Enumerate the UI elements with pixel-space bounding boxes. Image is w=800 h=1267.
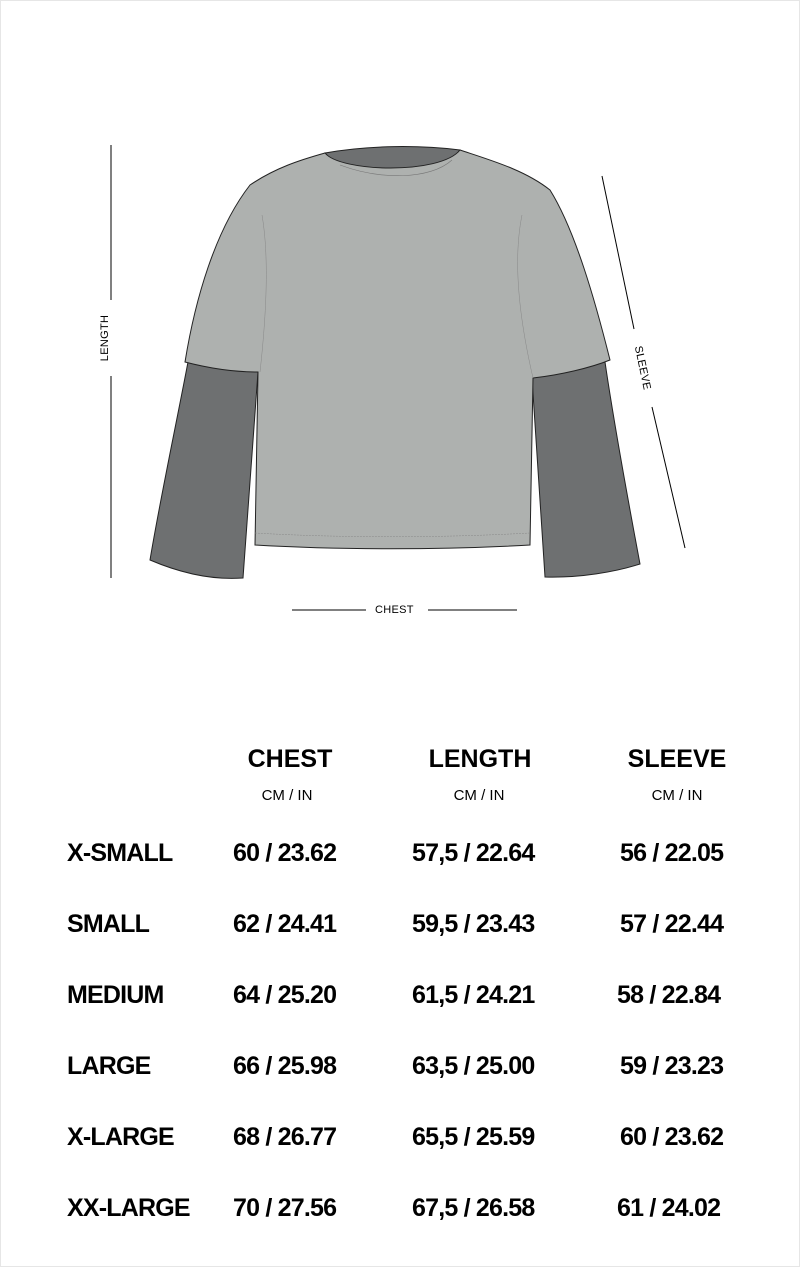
table-row: X-LARGE 68 / 26.77 65,5 / 25.59 60 / 23.… — [0, 1123, 800, 1153]
length-value: 59,5 / 23.43 — [412, 910, 535, 938]
chest-value: 68 / 26.77 — [233, 1123, 337, 1151]
sleeve-value: 56 / 22.05 — [620, 839, 724, 867]
size-label: X-SMALL — [67, 839, 173, 867]
chest-value: 60 / 23.62 — [233, 839, 337, 867]
right-long-sleeve — [531, 361, 641, 578]
unit-chest: CM / IN — [261, 787, 313, 804]
left-long-sleeve — [149, 361, 259, 579]
length-value: 57,5 / 22.64 — [412, 839, 535, 867]
sleeve-line-top — [601, 175, 635, 330]
chest-value: 66 / 25.98 — [233, 1052, 337, 1080]
sleeve-value: 61 / 24.02 — [617, 1194, 721, 1222]
table-row: XX-LARGE 70 / 27.56 67,5 / 26.58 61 / 24… — [0, 1194, 800, 1224]
table-row: X-SMALL 60 / 23.62 57,5 / 22.64 56 / 22.… — [0, 839, 800, 869]
length-value: 63,5 / 25.00 — [412, 1052, 535, 1080]
unit-length: CM / IN — [453, 787, 505, 804]
length-value: 67,5 / 26.58 — [412, 1194, 535, 1222]
size-label: SMALL — [67, 910, 150, 938]
sleeve-value: 59 / 23.23 — [620, 1052, 724, 1080]
shirt-body — [184, 149, 611, 550]
sleeve-value: 58 / 22.84 — [617, 981, 721, 1009]
table-row: SMALL 62 / 24.41 59,5 / 23.43 57 / 22.44 — [0, 910, 800, 940]
length-value: 61,5 / 24.21 — [412, 981, 535, 1009]
column-header-chest: CHEST — [247, 745, 333, 773]
sleeve-value: 60 / 23.62 — [620, 1123, 724, 1151]
unit-sleeve: CM / IN — [651, 787, 703, 804]
column-header-sleeve: SLEEVE — [627, 745, 727, 773]
chest-value: 70 / 27.56 — [233, 1194, 337, 1222]
table-row: LARGE 66 / 25.98 63,5 / 25.00 59 / 23.23 — [0, 1052, 800, 1082]
column-header-length: LENGTH — [428, 745, 532, 773]
size-label: LARGE — [67, 1052, 151, 1080]
chest-label: CHEST — [375, 604, 414, 616]
sleeve-line-bottom — [651, 406, 686, 549]
sleeve-value: 57 / 22.44 — [620, 910, 724, 938]
length-value: 65,5 / 25.59 — [412, 1123, 535, 1151]
table-row: MEDIUM 64 / 25.20 61,5 / 24.21 58 / 22.8… — [0, 981, 800, 1011]
size-label: X-LARGE — [67, 1123, 175, 1151]
size-label: XX-LARGE — [67, 1194, 191, 1222]
chest-value: 62 / 24.41 — [233, 910, 337, 938]
chest-value: 64 / 25.20 — [233, 981, 337, 1009]
shirt-diagram — [110, 145, 686, 611]
size-label: MEDIUM — [67, 981, 164, 1009]
length-label: LENGTH — [99, 314, 112, 362]
